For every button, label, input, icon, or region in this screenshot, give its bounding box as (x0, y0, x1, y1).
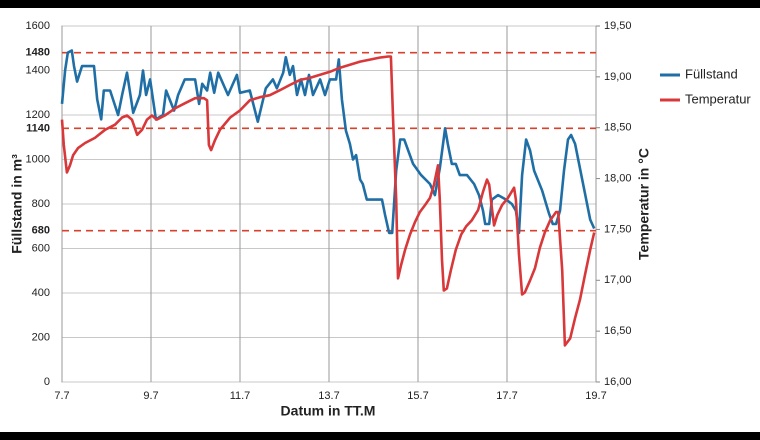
reference-label: 680 (32, 225, 50, 237)
y-axis-title: Füllstand in m³ (9, 154, 25, 254)
legend-label: Füllstand (685, 66, 738, 81)
y2-tick-label: 19,00 (604, 71, 632, 83)
y-tick-label: 600 (32, 242, 50, 254)
y-tick-label: 1000 (26, 153, 50, 165)
y2-tick-label: 17,50 (604, 223, 632, 235)
series-line (60, 49, 596, 235)
y2-tick-label: 18,00 (604, 172, 632, 184)
y-tick-label: 800 (32, 198, 50, 210)
x-tick-label: 13.7 (318, 390, 339, 402)
y-tick-label: 1200 (26, 109, 50, 121)
y2-tick-label: 16,00 (604, 376, 632, 388)
reference-label: 1140 (26, 122, 50, 134)
y-tick-label: 1600 (26, 20, 50, 32)
y2-tick-label: 16,50 (604, 325, 632, 337)
x-tick-label: 9.7 (143, 390, 158, 402)
x-tick-label: 7.7 (54, 390, 69, 402)
x-tick-label: 17.7 (496, 390, 517, 402)
legend-label: Temperatur (685, 91, 751, 106)
y-tick-label: 400 (32, 287, 50, 299)
y-tick-label: 1400 (26, 64, 50, 76)
x-tick-label: 11.7 (230, 390, 251, 402)
x-tick-label: 15.7 (407, 390, 428, 402)
y2-tick-label: 18,50 (604, 122, 632, 134)
y2-axis-title: Temperatur in °C (636, 148, 652, 260)
x-axis-title: Datum in TT.M (281, 403, 376, 419)
reference-label: 1480 (26, 47, 50, 59)
y2-tick-label: 19,50 (604, 20, 632, 32)
x-tick-label: 19.7 (585, 390, 606, 402)
y2-tick-label: 17,00 (604, 274, 632, 286)
y-tick-label: 200 (32, 331, 50, 343)
bottom-border (0, 432, 760, 440)
top-border (0, 0, 760, 8)
series-line (60, 55, 596, 347)
y-tick-label: 0 (44, 376, 50, 388)
